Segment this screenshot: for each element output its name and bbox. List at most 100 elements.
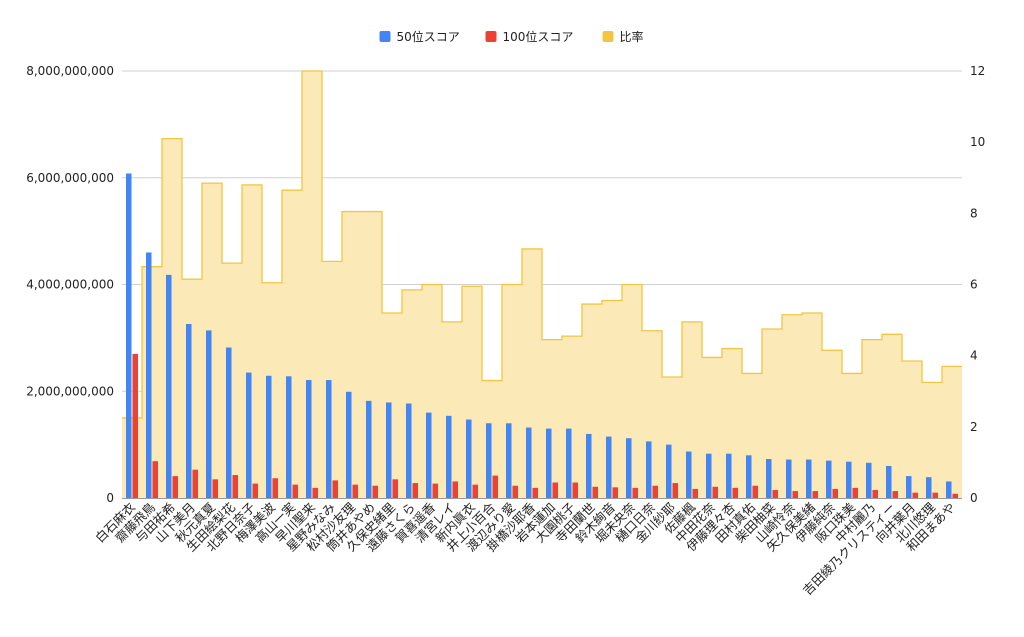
bar-50 <box>146 252 152 498</box>
bar-50 <box>726 453 732 498</box>
right-tick-label: 6 <box>970 278 978 292</box>
bar-100 <box>892 491 898 498</box>
bar-100 <box>392 479 398 498</box>
legend: 50位スコア 100位スコア 比率 <box>379 29 644 44</box>
bar-100 <box>532 487 538 498</box>
bar-100 <box>412 483 418 498</box>
bar-50 <box>286 376 292 498</box>
bar-50 <box>866 462 872 498</box>
bar-50 <box>926 477 932 498</box>
right-tick-label: 2 <box>970 420 978 434</box>
bar-100 <box>832 488 838 498</box>
bar-layer <box>126 173 958 499</box>
bar-100 <box>472 484 478 498</box>
bar-100 <box>692 488 698 498</box>
bar-50 <box>546 428 552 498</box>
bar-100 <box>352 484 358 498</box>
legend-swatch <box>485 31 497 42</box>
bar-50 <box>566 428 572 498</box>
bar-100 <box>432 483 438 498</box>
bar-100 <box>612 487 618 498</box>
bar-50 <box>686 451 692 498</box>
bar-50 <box>406 403 412 498</box>
bar-100 <box>572 482 578 498</box>
legend-label: 比率 <box>620 29 644 44</box>
bar-50 <box>706 453 712 498</box>
ratio-area-layer <box>122 70 962 498</box>
right-tick-label: 0 <box>970 491 978 505</box>
left-tick-label: 8,000,000,000 <box>26 64 114 78</box>
bar-50 <box>606 436 612 498</box>
left-tick-label: 0 <box>106 491 114 505</box>
legend-swatch <box>602 31 614 42</box>
bar-100 <box>172 476 178 498</box>
left-tick-label: 2,000,000,000 <box>26 384 114 398</box>
bar-100 <box>872 489 878 498</box>
right-tick-label: 8 <box>970 206 978 220</box>
bar-100 <box>752 485 758 498</box>
bar-50 <box>646 441 652 498</box>
bar-50 <box>306 380 312 498</box>
bar-50 <box>426 412 432 498</box>
bar-100 <box>772 489 778 498</box>
bar-100 <box>292 484 298 498</box>
bar-50 <box>506 423 512 498</box>
right-tick-label: 12 <box>970 64 985 78</box>
legend-swatch <box>379 31 391 42</box>
bar-100 <box>952 493 958 498</box>
bar-100 <box>812 491 818 498</box>
bar-100 <box>152 461 158 498</box>
bar-100 <box>192 469 198 498</box>
bar-50 <box>586 433 592 498</box>
right-tick-label: 10 <box>970 135 985 149</box>
bar-100 <box>232 475 238 498</box>
bar-50 <box>246 372 252 498</box>
bar-100 <box>552 482 558 498</box>
bar-100 <box>592 486 598 498</box>
bar-50 <box>806 459 812 498</box>
bar-50 <box>486 423 492 498</box>
bar-50 <box>846 461 852 498</box>
bar-100 <box>712 486 718 498</box>
bar-50 <box>366 400 372 498</box>
bar-100 <box>492 475 498 498</box>
bar-100 <box>732 487 738 498</box>
bar-100 <box>272 478 278 498</box>
left-tick-label: 4,000,000,000 <box>26 278 114 292</box>
bar-50 <box>466 419 472 498</box>
bar-100 <box>252 483 258 498</box>
bar-100 <box>632 487 638 498</box>
bar-100 <box>452 481 458 498</box>
bar-50 <box>666 444 672 498</box>
bar-50 <box>186 323 192 498</box>
bar-50 <box>626 438 632 498</box>
bar-50 <box>826 460 832 498</box>
bar-50 <box>386 402 392 498</box>
bar-100 <box>672 483 678 498</box>
ratio-step-line <box>122 70 962 419</box>
bar-50 <box>346 391 352 498</box>
bar-50 <box>906 476 912 498</box>
bar-50 <box>886 465 892 498</box>
bar-50 <box>206 330 212 498</box>
bar-100 <box>372 485 378 498</box>
bar-50 <box>786 459 792 498</box>
bar-100 <box>652 485 658 498</box>
bar-100 <box>852 487 858 498</box>
legend-label: 100位スコア <box>503 29 574 44</box>
legend-label: 50位スコア <box>397 29 460 44</box>
bar-50 <box>226 347 232 498</box>
bar-100 <box>792 491 798 498</box>
bar-50 <box>326 380 332 498</box>
bar-100 <box>212 479 218 498</box>
bar-50 <box>126 173 132 499</box>
bar-100 <box>132 353 138 498</box>
bar-50 <box>946 481 952 498</box>
bar-50 <box>166 274 172 498</box>
bar-100 <box>912 492 918 498</box>
left-tick-label: 6,000,000,000 <box>26 171 114 185</box>
bar-100 <box>332 480 338 498</box>
bar-100 <box>512 485 518 498</box>
bar-50 <box>526 427 532 498</box>
